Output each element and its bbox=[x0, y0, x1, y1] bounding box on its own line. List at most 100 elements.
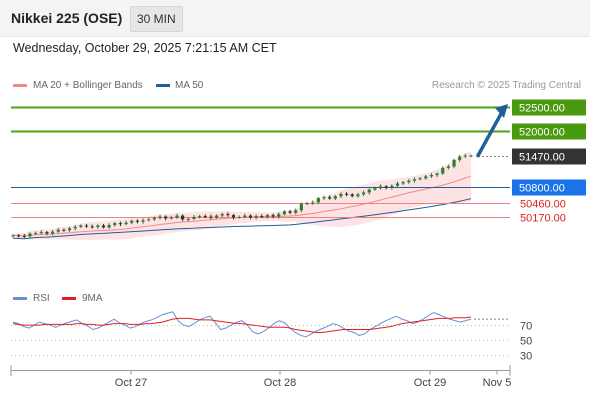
rsi-legend-swatch bbox=[13, 297, 27, 300]
candle-body bbox=[231, 215, 236, 218]
rsi-ma-line bbox=[12, 316, 472, 333]
candle-body bbox=[328, 197, 332, 199]
candle-body bbox=[446, 166, 450, 168]
candle-body bbox=[378, 186, 383, 189]
candle-body bbox=[435, 173, 439, 175]
projection-arrowhead bbox=[495, 104, 508, 118]
level-tag-2 bbox=[512, 148, 586, 165]
level-label-1: 52000.00 bbox=[519, 127, 565, 139]
candle-body bbox=[45, 232, 49, 234]
instrument-title: Nikkei 225 (OSE) bbox=[11, 10, 123, 26]
candle-body bbox=[429, 174, 434, 177]
candle-body bbox=[305, 203, 309, 205]
candle-body bbox=[135, 220, 139, 222]
candle-body bbox=[56, 229, 60, 232]
chart-timestamp: Wednesday, October 29, 2025 7:21:15 AM C… bbox=[13, 41, 277, 55]
x-tick-label-2: Oct 29 bbox=[414, 377, 446, 389]
candle-body bbox=[384, 186, 388, 188]
candle-body bbox=[282, 211, 287, 215]
level-tag-3 bbox=[512, 179, 586, 196]
level-label-0: 52500.00 bbox=[519, 103, 565, 115]
candle-body bbox=[333, 196, 337, 199]
candle-body bbox=[339, 193, 343, 197]
projection-arrow bbox=[476, 110, 504, 158]
candle-body bbox=[299, 203, 303, 211]
timeframe-button[interactable]: 30 MIN bbox=[130, 6, 183, 32]
candle-body bbox=[67, 228, 72, 231]
candle-body bbox=[50, 231, 55, 234]
candle-body bbox=[277, 214, 281, 217]
candle-body bbox=[220, 214, 224, 216]
candle-body bbox=[424, 176, 428, 179]
candle-body bbox=[96, 225, 100, 227]
candle-body bbox=[418, 178, 422, 180]
candle-body bbox=[28, 233, 32, 237]
candle-body bbox=[147, 219, 151, 221]
candle-body bbox=[463, 155, 467, 157]
candle-body bbox=[401, 182, 405, 184]
candle-body bbox=[237, 217, 241, 218]
header-bar: Nikkei 225 (OSE) 30 MIN bbox=[0, 0, 590, 37]
ma20-legend-swatch bbox=[13, 84, 27, 87]
candle-body bbox=[367, 189, 371, 193]
candle-body bbox=[322, 197, 326, 199]
candle-body bbox=[214, 215, 219, 218]
candle-body bbox=[79, 225, 83, 227]
candle-body bbox=[469, 155, 473, 157]
rsi-tick-50: 50 bbox=[520, 336, 532, 348]
candle-body bbox=[186, 218, 190, 220]
rsi-tick-30: 30 bbox=[520, 351, 532, 363]
rsi-line bbox=[12, 311, 472, 338]
candle-body bbox=[169, 217, 173, 219]
candle-body bbox=[101, 225, 106, 228]
candle-body bbox=[316, 198, 320, 203]
candle-body bbox=[62, 229, 66, 231]
candle-body bbox=[124, 222, 128, 225]
candle-body bbox=[175, 215, 179, 218]
candle-body bbox=[452, 159, 456, 167]
candle-body bbox=[152, 217, 156, 220]
candle-body bbox=[158, 216, 162, 218]
candle-body bbox=[441, 167, 445, 174]
level-label-5: 50170.00 bbox=[520, 213, 566, 225]
candle-body bbox=[22, 235, 26, 237]
candle-body bbox=[226, 214, 230, 216]
candle-body bbox=[209, 216, 213, 218]
candle-body bbox=[203, 216, 207, 218]
candle-body bbox=[34, 233, 38, 235]
candle-body bbox=[192, 217, 196, 219]
ma20-legend-label: MA 20 + Bollinger Bands bbox=[33, 80, 143, 91]
ma50-legend-swatch bbox=[156, 84, 170, 87]
x-tick-label-0: Oct 27 bbox=[115, 377, 147, 389]
candle-body bbox=[407, 180, 411, 183]
candle-body bbox=[130, 220, 134, 223]
level-tag-0 bbox=[512, 99, 586, 116]
candle-body bbox=[113, 223, 117, 226]
candle-body bbox=[181, 215, 185, 220]
candle-body bbox=[90, 226, 94, 228]
candle-body bbox=[107, 225, 111, 228]
ma50-legend-label: MA 50 bbox=[175, 80, 204, 91]
level-label-2: 51470.00 bbox=[519, 152, 565, 164]
candle-body bbox=[271, 215, 275, 217]
level-label-4: 50460.00 bbox=[520, 199, 566, 211]
candle-body bbox=[11, 235, 15, 237]
candle-body bbox=[373, 188, 377, 190]
level-tag-pointer-3 bbox=[512, 179, 517, 196]
level-tag-pointer-1 bbox=[512, 123, 517, 140]
x-tick-label-1: Oct 28 bbox=[264, 377, 296, 389]
candle-body bbox=[17, 235, 21, 237]
candle-body bbox=[458, 156, 462, 160]
candle-body bbox=[141, 220, 145, 222]
candle-body bbox=[345, 193, 349, 195]
rsi-ma-legend-swatch bbox=[62, 297, 76, 300]
candle-body bbox=[118, 223, 123, 225]
candle-body bbox=[311, 202, 315, 204]
x-tick-label-3: Nov 5 bbox=[483, 377, 512, 389]
candle-body bbox=[197, 216, 202, 218]
candle-body bbox=[265, 215, 270, 217]
candle-body bbox=[243, 215, 247, 217]
rsi-ma-legend-label: 9MA bbox=[82, 293, 103, 304]
candle-body bbox=[390, 185, 394, 188]
